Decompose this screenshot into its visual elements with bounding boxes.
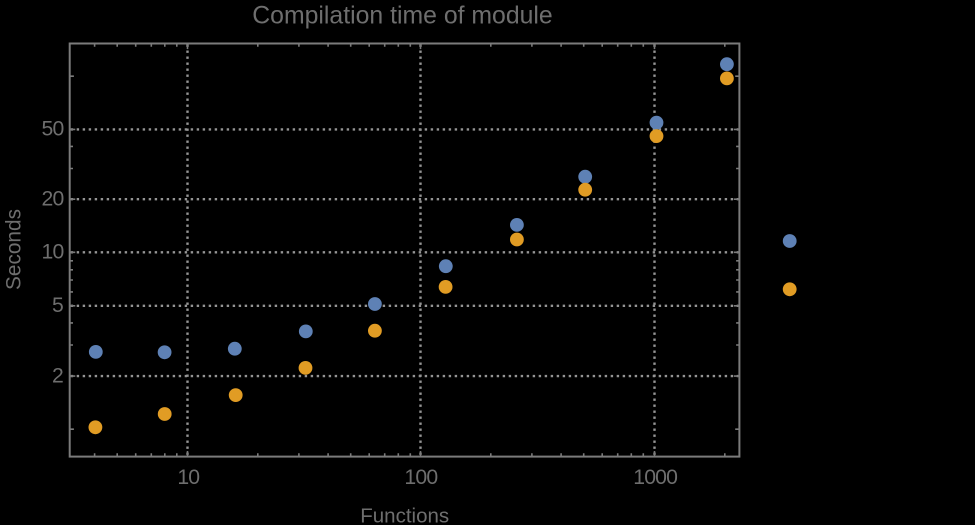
svg-text:Compilation time of module: Compilation time of module	[252, 2, 552, 29]
svg-text:Functions: Functions	[360, 505, 449, 525]
svg-text:5: 5	[52, 294, 63, 317]
svg-text:20: 20	[42, 187, 64, 210]
svg-text:50: 50	[42, 117, 64, 140]
svg-text:100: 100	[404, 466, 437, 489]
svg-text:2: 2	[52, 364, 63, 387]
svg-text:Seconds: Seconds	[3, 209, 26, 290]
svg-text:10: 10	[42, 241, 64, 264]
svg-text:10: 10	[177, 466, 199, 489]
svg-text:1000: 1000	[633, 466, 677, 489]
